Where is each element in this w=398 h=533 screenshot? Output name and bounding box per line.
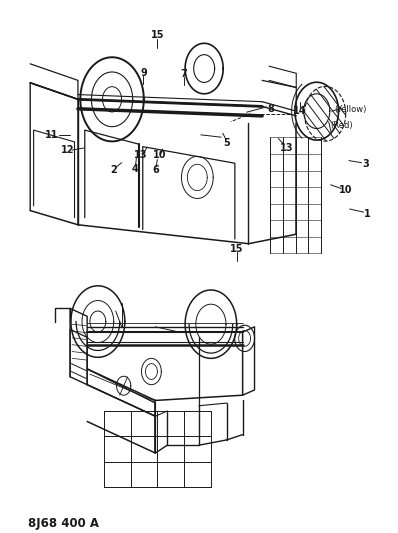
Text: 13: 13 [134,150,147,160]
Text: 4: 4 [131,164,138,174]
Text: 12: 12 [60,145,74,155]
Text: 2: 2 [110,165,117,175]
Text: 14: 14 [293,106,307,116]
Text: 10: 10 [152,150,166,160]
Text: (Red): (Red) [331,122,353,131]
Text: 8: 8 [267,103,274,114]
Text: (Yellow): (Yellow) [334,105,366,114]
Text: 3: 3 [362,159,369,169]
Text: 9: 9 [140,68,147,78]
Text: 8J68 400 A: 8J68 400 A [29,517,100,530]
Text: 5: 5 [223,138,230,148]
Text: 1: 1 [364,209,371,219]
Text: 13: 13 [279,143,293,153]
Text: 7: 7 [181,69,187,79]
Text: 15: 15 [150,30,164,40]
Text: 11: 11 [45,131,58,140]
Text: 6: 6 [152,165,159,175]
Text: 15: 15 [230,244,244,254]
Text: 10: 10 [339,185,353,195]
